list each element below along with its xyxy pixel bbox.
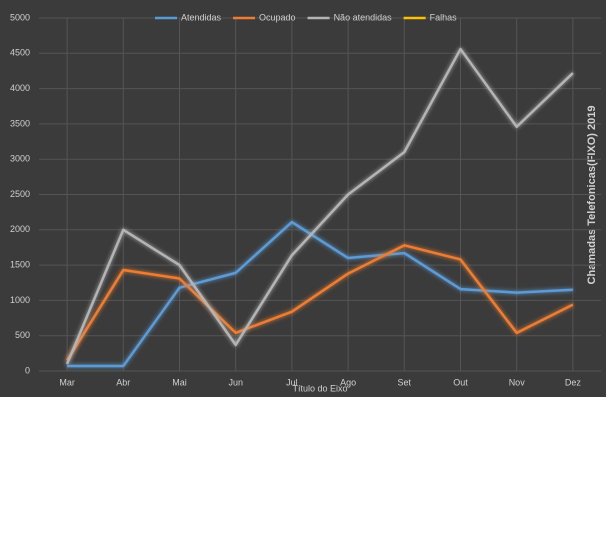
y-tick-label: 1000 bbox=[10, 295, 30, 305]
y-tick-label: 3000 bbox=[10, 154, 30, 164]
y-tick-label: 2000 bbox=[10, 224, 30, 234]
legend-label: Atendidas bbox=[181, 12, 222, 22]
x-tick-label: Nov bbox=[509, 377, 526, 387]
y-tick-label: 500 bbox=[15, 330, 30, 340]
y-tick-label: 4000 bbox=[10, 83, 30, 93]
x-axis-title: Título do Eixo bbox=[292, 383, 347, 393]
series-line bbox=[66, 244, 574, 362]
legend-label: Ocupado bbox=[259, 12, 296, 22]
y-tick-label: 4500 bbox=[10, 48, 30, 58]
y-tick-label: 2500 bbox=[10, 189, 30, 199]
series-line bbox=[67, 220, 573, 368]
y-tick-label: 0 bbox=[25, 365, 30, 375]
x-tick-label: Ago bbox=[340, 377, 356, 387]
series-line bbox=[65, 47, 574, 365]
x-tick-label: Mar bbox=[59, 377, 75, 387]
y-tick-label: 3500 bbox=[10, 118, 30, 128]
chart-background bbox=[0, 0, 606, 397]
x-tick-label: Set bbox=[398, 377, 412, 387]
x-tick-label: Abr bbox=[116, 377, 130, 387]
y-tick-label: 5000 bbox=[10, 12, 30, 22]
legend-label: Não atendidas bbox=[334, 12, 393, 22]
x-tick-label: Mai bbox=[172, 377, 187, 387]
y-tick-label: 1500 bbox=[10, 259, 30, 269]
x-tick-label: Jun bbox=[228, 377, 243, 387]
legend-label: Falhas bbox=[430, 12, 458, 22]
x-tick-label: Dez bbox=[565, 377, 582, 387]
x-tick-label: Jul bbox=[286, 377, 298, 387]
x-tick-label: Out bbox=[453, 377, 468, 387]
chart: Título do Eixo Chamadas Telefonicas(FIXO… bbox=[0, 0, 606, 397]
